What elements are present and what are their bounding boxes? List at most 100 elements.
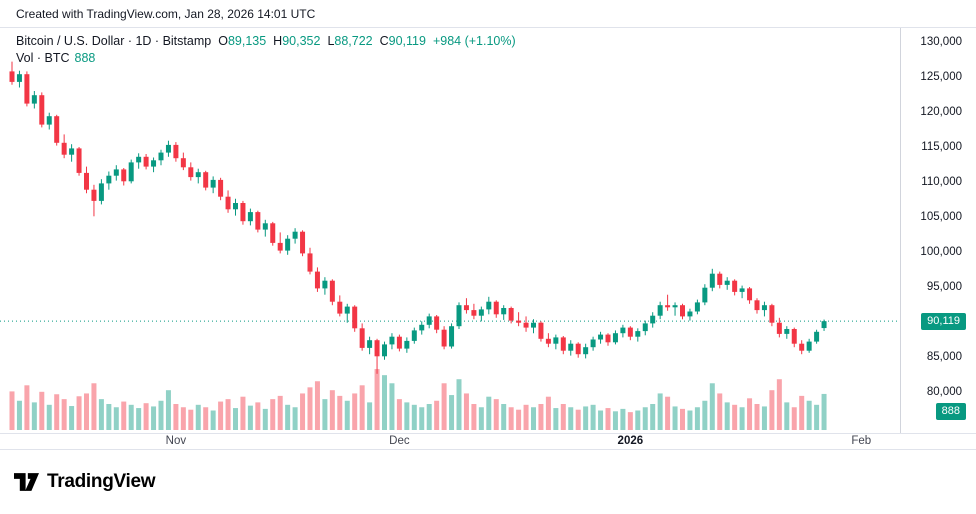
time-axis-separator xyxy=(0,433,976,434)
candle-body xyxy=(680,305,685,317)
candle-body xyxy=(374,340,380,357)
candle-body xyxy=(583,347,589,355)
volume-bar xyxy=(672,406,678,430)
candle-body xyxy=(531,322,536,328)
volume-bar xyxy=(598,410,604,430)
volume-bar xyxy=(501,404,507,430)
candle-body xyxy=(136,156,142,163)
volume-bar xyxy=(776,379,782,430)
volume-bar xyxy=(784,402,790,431)
volume-bar xyxy=(769,390,775,430)
volume-bar xyxy=(9,391,15,430)
volume-bar xyxy=(106,404,112,430)
ohlc-key: C xyxy=(379,34,389,48)
time-tick-label: Dec xyxy=(389,435,410,447)
candle-body xyxy=(396,336,402,349)
candle-body xyxy=(702,287,708,303)
volume-bar xyxy=(165,390,171,430)
volume-bar xyxy=(367,402,373,431)
volume-bar xyxy=(76,396,82,430)
price-axis[interactable]: 90,119 888 130,000 125,000 120,000 115,000 1… xyxy=(900,28,976,433)
candle-body xyxy=(247,212,253,222)
ohlc-values: O89,135 H90,352 L88,722 C90,119 xyxy=(211,34,426,48)
volume-bar xyxy=(307,387,313,430)
candle-body xyxy=(367,340,373,348)
volume-bar xyxy=(426,404,432,430)
candle-body xyxy=(46,116,52,125)
volume-bar xyxy=(210,410,216,430)
candle-body xyxy=(449,326,455,347)
candle-body xyxy=(575,343,581,355)
candle-body xyxy=(225,196,231,210)
price-tick-label: 110,000 xyxy=(921,175,962,188)
volume-bar xyxy=(374,369,380,430)
volume-bar xyxy=(61,399,67,431)
candle-body xyxy=(791,329,797,344)
tradingview-logo[interactable]: TradingView xyxy=(14,471,156,493)
volume-bar xyxy=(188,409,194,430)
candle-body xyxy=(158,152,164,161)
candle-body xyxy=(642,323,648,332)
candle-body xyxy=(188,167,194,178)
attribution-text: Created with TradingView.com, Jan 28, 20… xyxy=(16,6,316,21)
legend-line-1: Bitcoin / U.S. Dollar · 1D · Bitstamp O89… xyxy=(16,33,516,50)
ohlc-value: 89,135 xyxy=(227,34,267,48)
volume-bar xyxy=(635,410,641,430)
candle-body xyxy=(724,280,730,285)
candle-body xyxy=(493,301,499,315)
candle-body xyxy=(761,305,767,311)
time-axis[interactable]: Nov Dec 2026 Feb xyxy=(0,434,900,449)
candle-body xyxy=(665,305,671,308)
volume-bar xyxy=(314,381,320,430)
candle-body xyxy=(814,331,820,342)
volume-bar xyxy=(411,404,417,430)
volume-bar xyxy=(285,404,291,430)
candle-body xyxy=(717,273,723,285)
volume-bar xyxy=(821,393,827,431)
candle-body xyxy=(84,172,89,190)
volume-badge: 888 xyxy=(935,403,966,420)
volume-bar xyxy=(754,404,760,430)
candle-body xyxy=(329,280,335,302)
candle-body xyxy=(486,301,492,310)
chart-area[interactable]: Bitcoin / U.S. Dollar · 1D · Bitstamp O89… xyxy=(0,28,900,433)
candle-body xyxy=(165,144,171,153)
volume-bar xyxy=(113,407,119,430)
volume-bar xyxy=(180,407,186,430)
volume-bar xyxy=(724,402,730,431)
volume-bar xyxy=(531,407,536,430)
volume-bar xyxy=(419,407,425,430)
candle-body xyxy=(389,336,395,345)
volume-bar xyxy=(218,401,224,430)
volume-bar xyxy=(247,405,253,431)
volume-bar xyxy=(404,402,410,431)
candle-body xyxy=(359,328,365,348)
volume-bar xyxy=(121,401,127,430)
volume-bar xyxy=(84,393,89,430)
volume-bar xyxy=(46,404,52,430)
price-tick-label: 85,000 xyxy=(926,350,962,363)
candle-body xyxy=(568,343,574,351)
tradingview-logo-icon xyxy=(14,473,39,491)
candle-body xyxy=(471,310,477,316)
candle-body xyxy=(709,273,715,288)
volume-bar xyxy=(791,407,797,430)
volume-bar xyxy=(605,408,611,430)
volume-bar xyxy=(717,393,723,430)
price-tick-label: 100,000 xyxy=(920,245,962,258)
candle-body xyxy=(612,333,618,343)
candle-body xyxy=(352,306,358,329)
candle-body xyxy=(799,343,805,351)
volume-bar xyxy=(687,410,693,430)
volume-bar xyxy=(441,383,447,430)
chart-canvas[interactable] xyxy=(0,28,900,433)
candle-body xyxy=(598,334,604,340)
volume-bar xyxy=(463,393,469,430)
volume-bar xyxy=(806,400,812,430)
candle-body xyxy=(16,74,22,82)
volume-bar xyxy=(389,383,395,430)
volume-bar xyxy=(292,407,298,430)
volume-bar xyxy=(255,402,261,431)
volume-bar xyxy=(262,408,268,431)
symbol-title[interactable]: Bitcoin / U.S. Dollar · 1D · Bitstamp xyxy=(16,34,212,48)
